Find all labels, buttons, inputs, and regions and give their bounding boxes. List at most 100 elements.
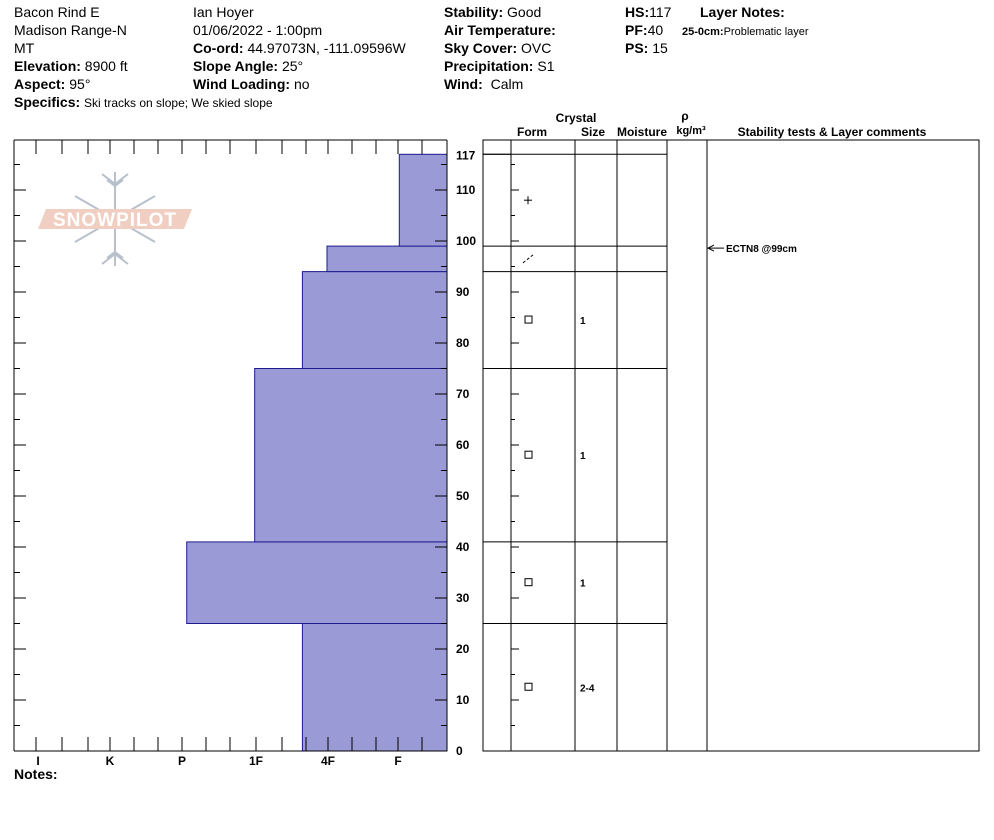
total-depth-label: 117 [456,148,476,162]
x-tick-label: 4F [321,754,335,768]
y-tick-label: 90 [456,285,470,299]
y-tick-label: 40 [456,540,470,554]
y-tick-label: 10 [456,693,470,707]
form-header: Form [517,125,547,139]
aspect-label: Aspect: [14,76,66,92]
slope-value: 25° [281,58,304,74]
aspect: Aspect: 95° [14,75,90,93]
air-temp-label: Air Temperature: [444,22,556,38]
layer-note: 25-0cm:Problematic layer [682,21,809,41]
faceted-crystal-icon [524,315,533,324]
density-unit-header: kg/m³ [676,125,706,137]
coord: Co-ord: 44.97073N, -111.09596W [193,39,406,57]
specifics-label: Specifics: [14,94,81,110]
elevation-value: 8900 ft [84,58,128,74]
hardness-bar [398,153,448,247]
precip-value: S1 [537,58,555,74]
elevation: Elevation: 8900 ft [14,57,128,75]
location: Bacon Rind E [14,4,100,20]
coord-label: Co-ord: [193,40,244,56]
hardness-bar [186,541,448,625]
hardness-bar [301,623,448,752]
state: MT [14,40,35,56]
specifics: Specifics: Ski tracks on slope; We skied… [14,93,273,112]
layer-table [482,139,980,752]
wind: Wind: Calm [444,75,523,93]
coord-value: 44.97073N, -111.09596W [247,40,406,56]
observer: Ian Hoyer [193,4,254,20]
crystal-size: 1 [580,451,586,462]
x-tick-label: 1F [249,754,263,768]
x-tick-label: P [178,754,186,768]
size-header: Size [581,125,605,139]
hardness-bar [254,368,448,543]
layer-notes-label: Layer Notes: [700,4,785,20]
y-tick-label: 50 [456,489,470,503]
elevation-label: Elevation: [14,58,81,74]
faceted-crystal-icon [524,682,533,691]
crystal-size: 1 [580,579,586,590]
hardness-bar [326,245,448,273]
specifics-value: Ski tracks on slope; We skied slope [84,96,273,110]
air-temperature: Air Temperature: [444,21,556,39]
x-tick-label: I [36,754,39,768]
range: Madison Range-N [14,22,127,38]
test-arrow-head [706,244,715,252]
y-tick-label: 100 [456,234,476,248]
hs-value: 117 [649,4,672,20]
pf-value: 40 [647,22,664,38]
y-tick-label: 0 [456,744,463,758]
faceted-crystal-icon [524,578,533,587]
datetime: 01/06/2022 - 1:00pm [193,22,323,38]
faceted-crystal-icon [524,450,533,459]
wind-loading-label: Wind Loading: [193,76,291,92]
hardness-graph: I K P 1F 4F F 0 10 20 30 40 50 60 70 80 90 100 110 117 [13,139,511,768]
aspect-value: 95° [69,76,91,92]
pf-label: PF: [625,22,648,38]
precipitation: Precipitation: S1 [444,57,554,75]
layer-note-range: 25-0cm: [682,26,724,38]
crystal-size: 2-4 [580,683,595,694]
pf: PF:40 [625,21,663,39]
wind-loading-value: no [293,76,310,92]
y-tick-label: 20 [456,642,470,656]
slope-angle: Slope Angle: 25° [193,57,303,75]
hs-label: HS: [625,4,650,20]
y-tick-label: 30 [456,591,470,605]
layer-note-text: Problematic layer [723,26,809,38]
y-tick-label: 80 [456,336,470,350]
logo-text: SNOWPILOT [53,210,177,231]
crystal-size: 1 [580,316,586,327]
ps-value: 15 [652,40,668,56]
layer-table-frame [482,139,980,752]
snowpilot-logo: SNOWPILOT [38,172,192,266]
logo-banner [38,209,192,229]
hardness-bar [301,271,448,370]
sky-label: Sky Cover: [444,40,518,56]
sky-value: OVC [521,40,552,56]
stability-test-label: ECTN8 @99cm [726,244,797,255]
decomposing-crystal-icon [522,254,534,264]
x-tick-label: F [394,754,401,768]
wind-loading: Wind Loading: no [193,75,310,93]
wind-label: Wind: [444,76,483,92]
notes-label: Notes: [14,766,58,782]
y-tick-label: 60 [456,438,470,452]
ps: PS: 15 [625,39,668,57]
stability-value: Good [507,4,542,20]
moisture-header: Moisture [617,125,667,139]
slope-label: Slope Angle: [193,58,279,74]
stability-label: Stability: [444,4,504,20]
sky-cover: Sky Cover: OVC [444,39,551,57]
x-tick-label: K [106,754,115,768]
y-tick-label: 110 [456,183,476,197]
y-tick-label: 70 [456,387,470,401]
stability-header: Stability tests & Layer comments [738,125,927,139]
rho-header: ρ [681,109,688,123]
stability: Stability: Good [444,3,541,21]
ps-label: PS: [625,40,649,56]
crystal-header: Crystal [556,111,597,125]
precip-label: Precipitation: [444,58,534,74]
wind-value: Calm [490,76,524,92]
